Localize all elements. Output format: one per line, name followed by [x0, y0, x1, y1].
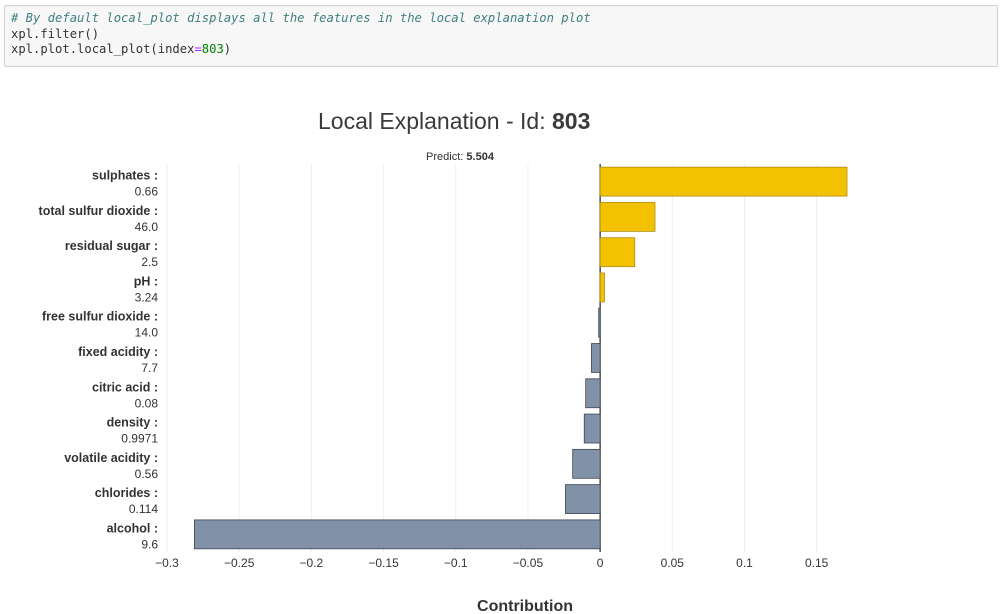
x-tick-label: 0.1 [736, 556, 753, 570]
chart-title: Local Explanation - Id: 803 [318, 108, 590, 134]
feature-value-label: 0.66 [135, 185, 159, 199]
feature-value-label: 0.114 [129, 502, 158, 516]
x-axis-ticks: −0.3 −0.25 −0.2 −0.15 −0.1 −0.05 0 0.05 0.1 0.15 [155, 556, 829, 570]
x-tick-label: −0.2 [300, 556, 324, 570]
code-call: xpl.plot.local_plot(index [11, 42, 195, 57]
feature-name-label: sulphates : [92, 169, 158, 183]
code-cell[interactable]: # By default local_plot displays all the… [4, 5, 998, 67]
grid-lines [166, 164, 818, 552]
x-tick-label: −0.25 [224, 556, 255, 570]
x-axis-title: Contribution [477, 598, 573, 614]
code-operator: = [194, 42, 202, 57]
bar-fixed-acidity[interactable] [591, 343, 601, 373]
x-tick-label: 0.15 [805, 556, 829, 570]
bar-sulphates[interactable] [599, 166, 848, 197]
x-tick-label: −0.05 [513, 556, 544, 570]
feature-name-label: pH : [134, 274, 158, 288]
feature-name-label: alcohol : [107, 521, 158, 535]
feature-value-label: 0.56 [135, 467, 159, 481]
bar-alcohol[interactable] [194, 519, 601, 550]
feature-value-label: 0.9971 [121, 432, 158, 446]
feature-value-label: 7.7 [141, 361, 158, 375]
bar-residual-sugar[interactable] [599, 237, 636, 268]
chart-title-text: Local Explanation - Id: [318, 108, 552, 134]
predict-value: 5.504 [466, 151, 494, 163]
y-axis-labels: sulphates : 0.66 total sulfur dioxide : 46.… [39, 169, 159, 552]
x-tick-label: −0.15 [368, 556, 399, 570]
bars [194, 166, 848, 550]
bar-total-sulfur-dioxide[interactable] [599, 202, 656, 232]
code-number: 803 [201, 42, 224, 57]
x-tick-label: −0.1 [444, 556, 468, 570]
feature-name-label: chlorides : [95, 486, 158, 500]
bar-volatile-acidity[interactable] [572, 448, 601, 479]
feature-value-label: 14.0 [135, 326, 159, 340]
feature-name-label: free sulfur dioxide : [42, 310, 158, 324]
feature-value-label: 0.08 [135, 396, 159, 410]
bar-citric-acid[interactable] [585, 378, 601, 409]
x-tick-label: 0 [597, 556, 604, 570]
feature-value-label: 2.5 [141, 255, 158, 269]
chart-title-id: 803 [552, 108, 590, 134]
feature-name-label: density : [107, 416, 158, 430]
predict-label: Predict: [426, 151, 466, 163]
x-tick-label: −0.3 [155, 556, 179, 570]
feature-value-label: 9.6 [141, 537, 158, 551]
bar-density[interactable] [583, 413, 601, 444]
feature-value-label: 46.0 [135, 220, 159, 234]
bar-chlorides[interactable] [565, 484, 601, 514]
code-paren: ) [223, 42, 232, 57]
feature-name-label: citric acid : [92, 380, 158, 394]
code-line-filter: xpl.filter() [11, 26, 100, 41]
chart-subtitle: Predict: 5.504 [426, 151, 495, 163]
bar-ph[interactable] [599, 272, 605, 303]
bar-free-sulfur-dioxide[interactable] [598, 307, 601, 338]
feature-name-label: residual sugar : [65, 239, 158, 253]
code-comment: # By default local_plot displays all the… [11, 11, 591, 25]
code-line-local-plot: xpl.plot.local_plot(index=803) [11, 42, 997, 58]
feature-name-label: total sulfur dioxide : [39, 204, 158, 218]
feature-name-label: volatile acidity : [64, 451, 158, 465]
feature-value-label: 3.24 [135, 290, 159, 304]
feature-name-label: fixed acidity : [78, 345, 158, 359]
x-tick-label: 0.05 [661, 556, 685, 570]
